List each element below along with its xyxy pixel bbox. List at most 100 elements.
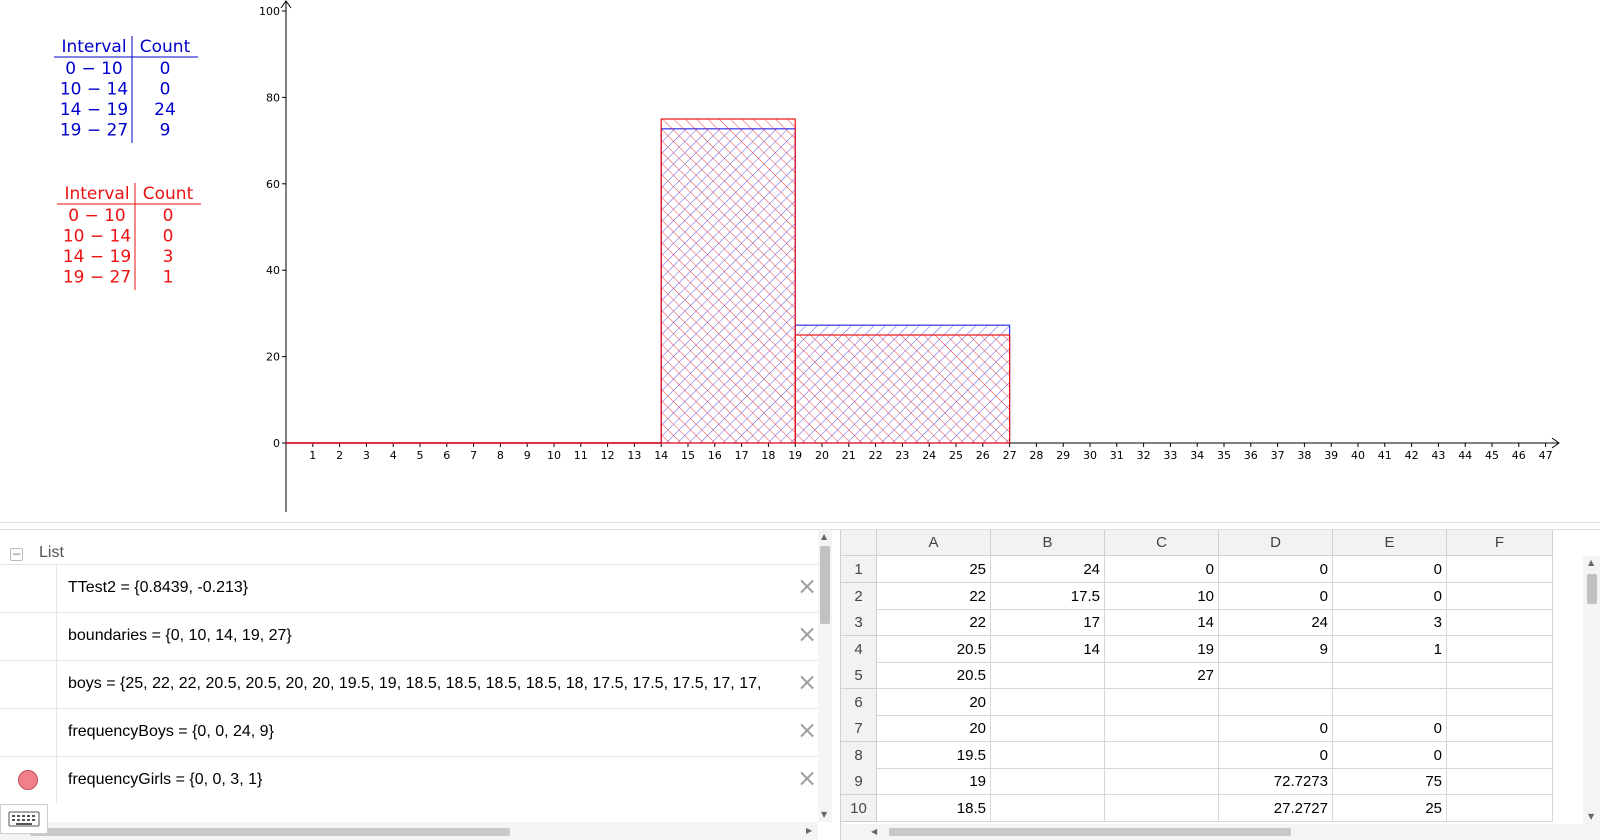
spreadsheet-cell[interactable] [1447, 609, 1553, 636]
spreadsheet-cell[interactable]: 20 [877, 688, 991, 716]
spreadsheet-cell[interactable]: 18.5 [877, 794, 991, 822]
algebra-item-expression[interactable]: TTest2 = {0.8439, -0.213} [68, 579, 249, 596]
row-header[interactable]: 5 [841, 662, 877, 689]
delete-item-close-icon[interactable]: × [796, 716, 818, 744]
spreadsheet-cell[interactable] [1333, 688, 1447, 716]
visibility-marble-icon[interactable] [18, 770, 38, 790]
spreadsheet-cell[interactable]: 27.2727 [1219, 794, 1333, 822]
spreadsheet-cell[interactable]: 0 [1333, 556, 1447, 583]
spreadsheet-cell[interactable]: 14 [991, 635, 1105, 663]
spreadsheet-cell[interactable]: 24 [1219, 609, 1333, 636]
spreadsheet-corner[interactable] [841, 530, 877, 556]
spreadsheet-cell[interactable]: 1 [1333, 635, 1447, 663]
view-divider[interactable] [0, 522, 1600, 530]
spreadsheet-cell[interactable] [1447, 768, 1553, 795]
spreadsheet-cell[interactable] [1105, 768, 1219, 795]
algebra-horizontal-scrollbar[interactable]: ▶ [0, 822, 818, 840]
spreadsheet-cell[interactable]: 0 [1333, 715, 1447, 742]
scrollbar-thumb[interactable] [820, 546, 830, 624]
spreadsheet-cell[interactable] [1447, 688, 1553, 716]
spreadsheet-cell[interactable]: 0 [1219, 556, 1333, 583]
algebra-item-expression[interactable]: frequencyGirls = {0, 0, 3, 1} [68, 771, 263, 788]
algebra-item-marble-cell[interactable] [0, 709, 57, 756]
row-header[interactable]: 8 [841, 741, 877, 769]
row-header[interactable]: 10 [841, 794, 877, 822]
scroll-right-icon[interactable]: ▶ [806, 826, 813, 835]
spreadsheet-cell[interactable] [1447, 635, 1553, 663]
scrollbar-thumb[interactable] [1587, 574, 1597, 604]
spreadsheet-cell[interactable]: 20.5 [877, 662, 991, 689]
algebra-item-marble-cell[interactable] [0, 565, 57, 612]
column-header[interactable]: C [1105, 530, 1219, 556]
column-header[interactable]: E [1333, 530, 1447, 556]
column-header[interactable]: B [991, 530, 1105, 556]
spreadsheet-cell[interactable]: 20.5 [877, 635, 991, 663]
collapse-icon[interactable]: − [10, 547, 23, 561]
spreadsheet-cell[interactable]: 9 [1219, 635, 1333, 663]
scrollbar-thumb[interactable] [889, 828, 1291, 836]
scroll-down-icon[interactable]: ▼ [1588, 812, 1595, 821]
algebra-item-marble-cell[interactable] [0, 661, 57, 708]
delete-item-close-icon[interactable]: × [796, 572, 818, 600]
scrollbar-thumb[interactable] [30, 828, 510, 836]
scroll-left-icon[interactable]: ◀ [871, 827, 878, 836]
spreadsheet-cell[interactable]: 19 [877, 768, 991, 795]
spreadsheet-cell[interactable]: 0 [1105, 556, 1219, 583]
spreadsheet-cell[interactable] [1447, 556, 1553, 583]
row-header[interactable]: 3 [841, 609, 877, 636]
delete-item-close-icon[interactable]: × [796, 668, 818, 696]
column-header[interactable]: D [1219, 530, 1333, 556]
spreadsheet-cell[interactable]: 0 [1219, 715, 1333, 742]
spreadsheet-cell[interactable] [991, 768, 1105, 795]
spreadsheet-cell[interactable] [991, 794, 1105, 822]
algebra-item-expression[interactable]: boys = {25, 22, 22, 20.5, 20.5, 20, 20, … [68, 675, 762, 692]
spreadsheet-cell[interactable]: 19 [1105, 635, 1219, 663]
algebra-item-expression[interactable]: boundaries = {0, 10, 14, 19, 27} [68, 627, 292, 644]
spreadsheet-cell[interactable]: 22 [877, 609, 991, 636]
row-header[interactable]: 4 [841, 635, 877, 663]
spreadsheet-cell[interactable]: 0 [1333, 741, 1447, 769]
spreadsheet-cell[interactable]: 3 [1333, 609, 1447, 636]
spreadsheet-cell[interactable] [1105, 794, 1219, 822]
delete-item-close-icon[interactable]: × [796, 620, 818, 648]
spreadsheet-cell[interactable] [1333, 662, 1447, 689]
spreadsheet-cell[interactable] [1105, 715, 1219, 742]
graphics-view[interactable]: 1 2 3 4 5 6 7 8 9 10 11 12 13 14 15 16 17 18 19 20 21 22 23 24 2… [0, 0, 1600, 522]
spreadsheet-cell[interactable]: 19.5 [877, 741, 991, 769]
spreadsheet-cell[interactable] [991, 688, 1105, 716]
row-header[interactable]: 9 [841, 768, 877, 795]
delete-item-close-icon[interactable]: × [796, 764, 818, 792]
spreadsheet-cell[interactable] [991, 662, 1105, 689]
algebra-group-header[interactable]: − List [0, 530, 818, 578]
spreadsheet-cell[interactable]: 25 [877, 556, 991, 583]
histogram-bar[interactable] [660, 118, 796, 444]
histogram-plot[interactable]: 1 2 3 4 5 6 7 8 9 10 11 12 13 14 15 16 17 18 19 20 21 22 23 24 2… [0, 0, 1600, 522]
row-header[interactable]: 6 [841, 688, 877, 716]
spreadsheet-cell[interactable]: 0 [1219, 741, 1333, 769]
spreadsheet-cell[interactable]: 14 [1105, 609, 1219, 636]
spreadsheet-cell[interactable]: 24 [991, 556, 1105, 583]
spreadsheet-cell[interactable] [1447, 715, 1553, 742]
spreadsheet-cell[interactable] [991, 741, 1105, 769]
spreadsheet-cell[interactable] [991, 715, 1105, 742]
algebra-item[interactable]: boys = {25, 22, 22, 20.5, 20.5, 20, 20, … [0, 660, 818, 708]
spreadsheet-cell[interactable]: 0 [1333, 582, 1447, 610]
spreadsheet-cell[interactable]: 22 [877, 582, 991, 610]
algebra-vertical-scrollbar[interactable]: ▲ ▼ [818, 530, 832, 822]
spreadsheet-cell[interactable] [1219, 688, 1333, 716]
spreadsheet-cell[interactable]: 72.7273 [1219, 768, 1333, 795]
column-header[interactable]: A [877, 530, 991, 556]
keyboard-icon[interactable] [0, 804, 48, 834]
spreadsheet-cell[interactable]: 25 [1333, 794, 1447, 822]
spreadsheet-cell[interactable]: 10 [1105, 582, 1219, 610]
algebra-item-marble-cell[interactable] [0, 613, 57, 660]
spreadsheet-cell[interactable] [1219, 662, 1333, 689]
algebra-item[interactable]: frequencyGirls = {0, 0, 3, 1} × [0, 756, 818, 804]
row-header[interactable]: 2 [841, 582, 877, 610]
column-header[interactable]: F [1447, 530, 1553, 556]
spreadsheet-cell[interactable]: 27 [1105, 662, 1219, 689]
algebra-item-expression[interactable]: frequencyBoys = {0, 0, 24, 9} [68, 723, 274, 740]
spreadsheet-cell[interactable] [1447, 582, 1553, 610]
spreadsheet-cell[interactable] [1105, 741, 1219, 769]
